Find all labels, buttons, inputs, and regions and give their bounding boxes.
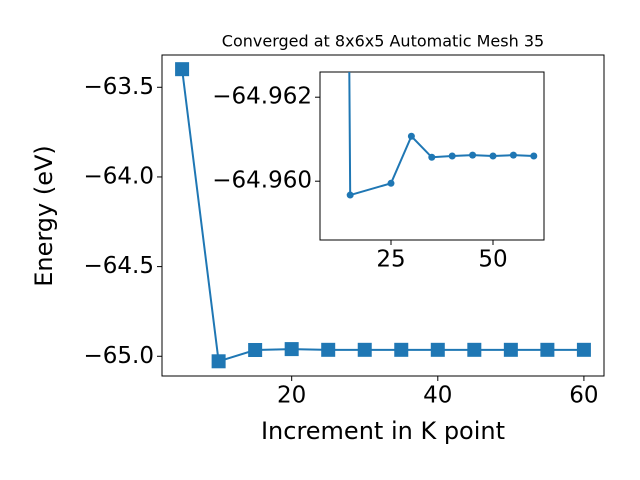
chart-title: Converged at 8x6x5 Automatic Mesh 35 (222, 32, 544, 51)
x-tick-label: 50 (478, 247, 507, 273)
marker (394, 342, 409, 357)
marker (248, 342, 263, 357)
marker (211, 354, 226, 369)
marker (430, 342, 445, 357)
x-tick-label: 60 (569, 383, 598, 409)
marker (357, 342, 372, 357)
marker (387, 179, 395, 187)
x-tick-label: 25 (376, 247, 405, 273)
marker (469, 151, 477, 159)
series-group (175, 62, 591, 369)
marker (284, 342, 299, 357)
marker (448, 152, 456, 160)
marker (428, 153, 436, 161)
y-axis-label: Energy (eV) (30, 145, 58, 287)
marker (530, 152, 538, 160)
x-tick-label: 40 (423, 383, 452, 409)
series-group (346, 72, 538, 199)
x-tick-label: 20 (277, 383, 306, 409)
y-tick-label: −64.5 (84, 253, 154, 279)
y-tick-label: −64.962 (212, 84, 312, 110)
marker (540, 342, 555, 357)
y-tick-label: −63.5 (84, 74, 154, 100)
marker (321, 342, 336, 357)
y-tick-label: −64.960 (212, 168, 312, 194)
marker (576, 342, 591, 357)
marker (175, 62, 190, 77)
marker (503, 342, 518, 357)
marker (346, 191, 354, 199)
y-tick-label: −64.0 (84, 163, 154, 189)
marker (489, 152, 497, 160)
x-axis-label: Increment in K point (261, 417, 505, 445)
marker (407, 132, 415, 140)
marker (467, 342, 482, 357)
marker (509, 151, 517, 159)
line (348, 72, 534, 197)
y-tick-label: −65.0 (84, 343, 154, 369)
